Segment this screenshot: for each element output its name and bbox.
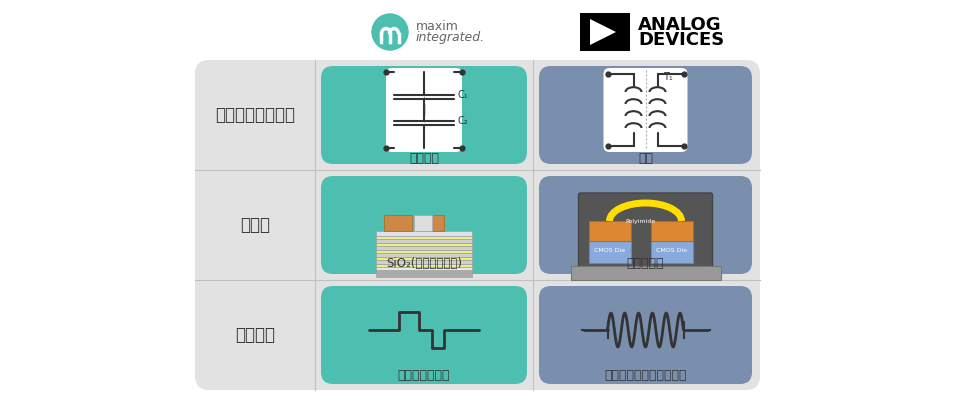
Text: C₂: C₂ [457, 116, 468, 126]
Bar [588, 221, 631, 241]
Text: ポリイミド: ポリイミド [627, 257, 664, 270]
Bar [376, 239, 472, 243]
FancyBboxPatch shape [321, 66, 527, 164]
Text: オン・オフ・キーイング: オン・オフ・キーイング [604, 369, 686, 382]
FancyBboxPatch shape [604, 68, 687, 152]
Bar [384, 215, 412, 231]
Bar [376, 264, 472, 267]
FancyBboxPatch shape [195, 60, 760, 390]
FancyBboxPatch shape [539, 66, 752, 164]
Polygon shape [590, 19, 616, 45]
Bar [376, 246, 472, 250]
Text: 静電容量: 静電容量 [409, 152, 439, 164]
Bar [376, 270, 472, 277]
Bar [376, 231, 472, 236]
Bar [570, 266, 721, 280]
Text: T₁: T₁ [663, 72, 673, 82]
Bar [376, 253, 472, 257]
Text: CMOS Die: CMOS Die [594, 248, 625, 253]
Bar [376, 267, 472, 270]
FancyBboxPatch shape [321, 176, 527, 274]
Bar [414, 215, 432, 231]
Bar [651, 241, 692, 263]
FancyBboxPatch shape [539, 286, 752, 384]
Bar [376, 257, 472, 260]
Text: C₁: C₁ [457, 90, 468, 100]
Circle shape [372, 14, 408, 50]
Text: ANALOG: ANALOG [638, 16, 722, 34]
Text: エンコーディング: エンコーディング [215, 106, 295, 124]
Bar [376, 243, 472, 246]
Bar [376, 236, 472, 239]
Bar [580, 13, 630, 51]
Bar [376, 260, 472, 264]
Text: 結合方式: 結合方式 [235, 326, 275, 344]
FancyBboxPatch shape [539, 176, 752, 274]
FancyBboxPatch shape [579, 193, 712, 277]
Text: SiO₂(二酸化ケイ素): SiO₂(二酸化ケイ素) [386, 257, 462, 270]
Text: maxim: maxim [416, 20, 459, 34]
Text: integrated.: integrated. [416, 30, 485, 44]
Text: 磁気: 磁気 [638, 152, 653, 164]
Bar [651, 221, 692, 241]
Text: Polyimide: Polyimide [625, 219, 656, 224]
Bar [416, 215, 444, 231]
FancyBboxPatch shape [386, 68, 462, 152]
Text: CMOS Die: CMOS Die [656, 248, 687, 253]
Text: エッジトリガー: エッジトリガー [397, 369, 450, 382]
FancyBboxPatch shape [321, 286, 527, 384]
Text: DEVICES: DEVICES [638, 31, 724, 49]
Bar [376, 250, 472, 253]
Bar [588, 241, 631, 263]
Text: 絶縁材: 絶縁材 [240, 216, 270, 234]
